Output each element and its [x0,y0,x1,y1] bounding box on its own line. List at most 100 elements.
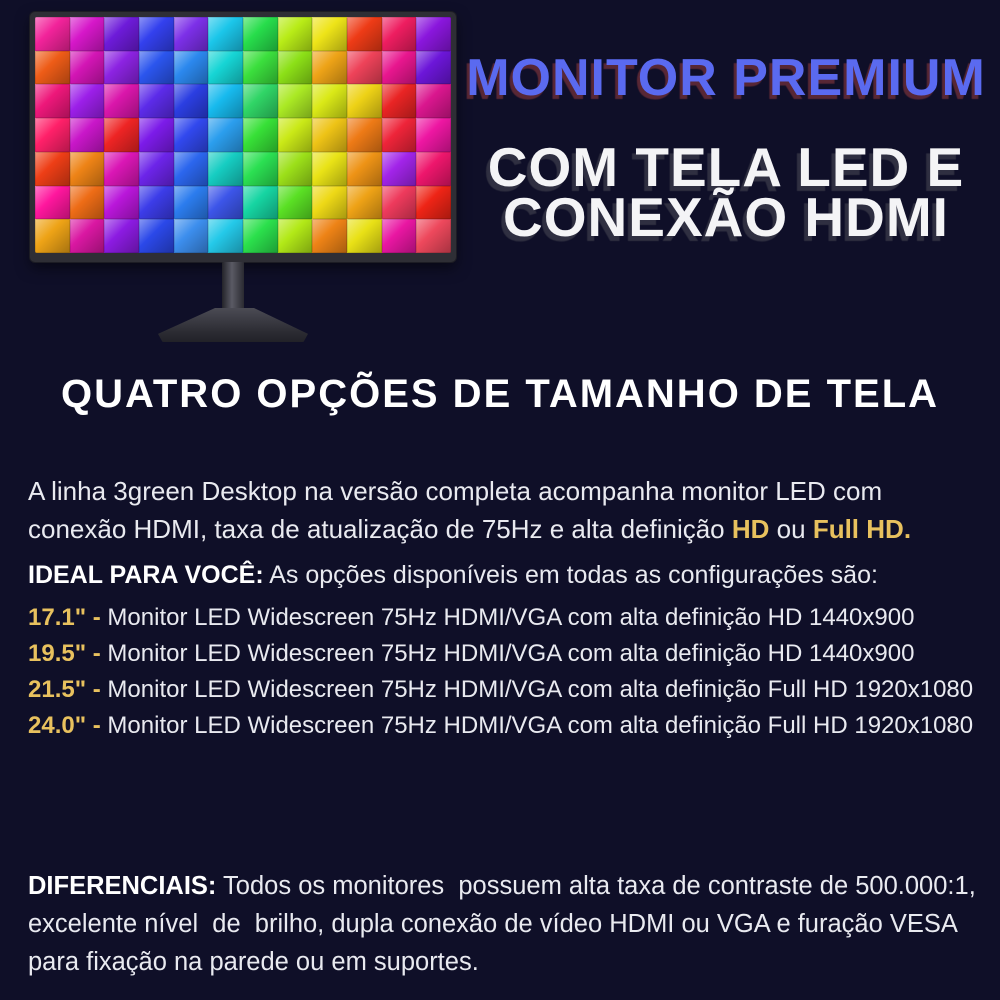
monitor-stand-base [158,308,308,342]
screen-cube [416,185,451,220]
option-desc: Monitor LED Widescreen 75Hz HDMI/VGA com… [100,712,974,739]
screen-cube [35,185,70,220]
screen-cube [208,84,243,119]
screen-cube [139,185,174,220]
screen-cube [104,118,139,152]
screen-cube [173,50,209,85]
option-size: 17.1" - [28,604,101,631]
screen-cube [139,118,174,152]
differentials-paragraph: DIFERENCIAIS: Todos os monitores possuem… [28,867,983,981]
screen-cube [35,118,70,152]
option-item-19: 19.5" - Monitor LED Widescreen 75Hz HDMI… [28,636,988,672]
screen-cube [243,17,278,51]
screen-cube [312,151,347,186]
screen-cube [312,219,347,253]
screen-cube [104,84,139,119]
screen-cube [347,219,382,253]
screen-cube [208,151,243,186]
intro-line2: conexão HDMI, taxa de atualização de 75H… [28,514,732,544]
differentials-line2: excelente nível de brilho, dupla conexão… [28,909,958,938]
screen-cube [243,84,278,119]
screen-cube [347,17,382,51]
screen-cube [69,50,105,85]
differentials-line1: Todos os monitores possuem alta taxa de … [216,871,976,900]
screen-cube [312,50,347,85]
screen-cube [69,185,105,220]
screen-cube [277,151,313,186]
screen-cube [347,50,382,85]
screen-cube [139,219,174,253]
screen-cube [277,17,313,51]
screen-cube [243,151,278,186]
screen-cube [69,84,105,119]
option-desc: Monitor LED Widescreen 75Hz HDMI/VGA com… [100,640,915,667]
screen-cube [139,17,174,51]
screen-cube [381,17,417,51]
screen-cube [173,84,209,119]
screen-cube [69,17,105,51]
monitor-image [30,12,456,342]
screen-cube [139,50,174,85]
screen-cube [347,151,382,186]
screen-cube [139,151,174,186]
option-desc: Monitor LED Widescreen 75Hz HDMI/VGA com… [100,604,915,631]
screen-cube [208,185,243,220]
screen-cube [347,185,382,220]
screen-cube [35,219,70,253]
intro-period: . [903,514,912,544]
options-label: IDEAL PARA VOCÊ: [28,561,264,589]
screen-cube [35,50,70,85]
screen-cube [173,17,209,51]
screen-cube [277,219,313,253]
screen-cube [416,219,451,253]
screen-cube [35,17,70,51]
screen-cube [312,118,347,152]
screen-cube [243,118,278,152]
screen-cube [173,118,209,152]
monitor-panel [30,12,456,262]
screen-cube [243,50,278,85]
screen-cube [277,84,313,119]
hero-subtitle: COM TELA LED E CONEXÃO HDMI [452,140,1000,245]
option-desc: Monitor LED Widescreen 75Hz HDMI/VGA com… [100,676,974,703]
screen-cube [173,151,209,186]
screen-cube [104,17,139,51]
screen-cube [312,84,347,119]
option-item-24: 24.0" - Monitor LED Widescreen 75Hz HDMI… [28,708,988,744]
monitor-stand-neck [222,262,244,314]
screen-cube [69,219,105,253]
monitor-screen [35,17,451,253]
screen-cube [35,84,70,119]
intro-line1: A linha 3green Desktop na versão complet… [28,476,883,506]
screen-cube [277,50,313,85]
screen-cube [381,50,417,85]
screen-cube [173,219,209,253]
hero-title: MONITOR PREMIUM [466,49,986,107]
intro-paragraph: A linha 3green Desktop na versão complet… [28,472,978,548]
screen-cube [208,118,243,152]
option-size: 19.5" - [28,640,101,667]
screen-cube [208,219,243,253]
screen-cube [104,50,139,85]
screen-cube [104,185,139,220]
screen-cube [381,219,417,253]
screen-cube [347,84,382,119]
screen-cube [208,50,243,85]
options-section: IDEAL PARA VOCÊ: As opções disponíveis e… [28,560,988,744]
option-size: 24.0" - [28,712,101,739]
screen-cube [381,151,417,186]
option-item-17: 17.1" - Monitor LED Widescreen 75Hz HDMI… [28,600,988,636]
screen-cube [35,151,70,186]
option-item-21: 21.5" - Monitor LED Widescreen 75Hz HDMI… [28,672,988,708]
screen-cube [104,151,139,186]
intro-highlight-hd: HD [731,514,770,544]
screen-cube [312,185,347,220]
options-header: IDEAL PARA VOCÊ: As opções disponíveis e… [28,560,988,590]
section-heading: QUATRO OPÇÕES DE TAMANHO DE TELA [60,372,940,416]
options-intro: As opções disponíveis em todas as config… [263,561,878,589]
screen-cube [208,17,243,51]
screen-cube [173,185,209,220]
screen-cube [277,185,313,220]
hero-subtitle-line1: COM TELA LED E [487,136,965,198]
